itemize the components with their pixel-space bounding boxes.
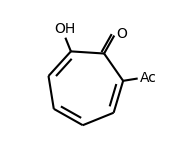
Text: OH: OH — [55, 22, 76, 36]
Text: O: O — [116, 27, 127, 41]
Text: Ac: Ac — [139, 72, 156, 86]
